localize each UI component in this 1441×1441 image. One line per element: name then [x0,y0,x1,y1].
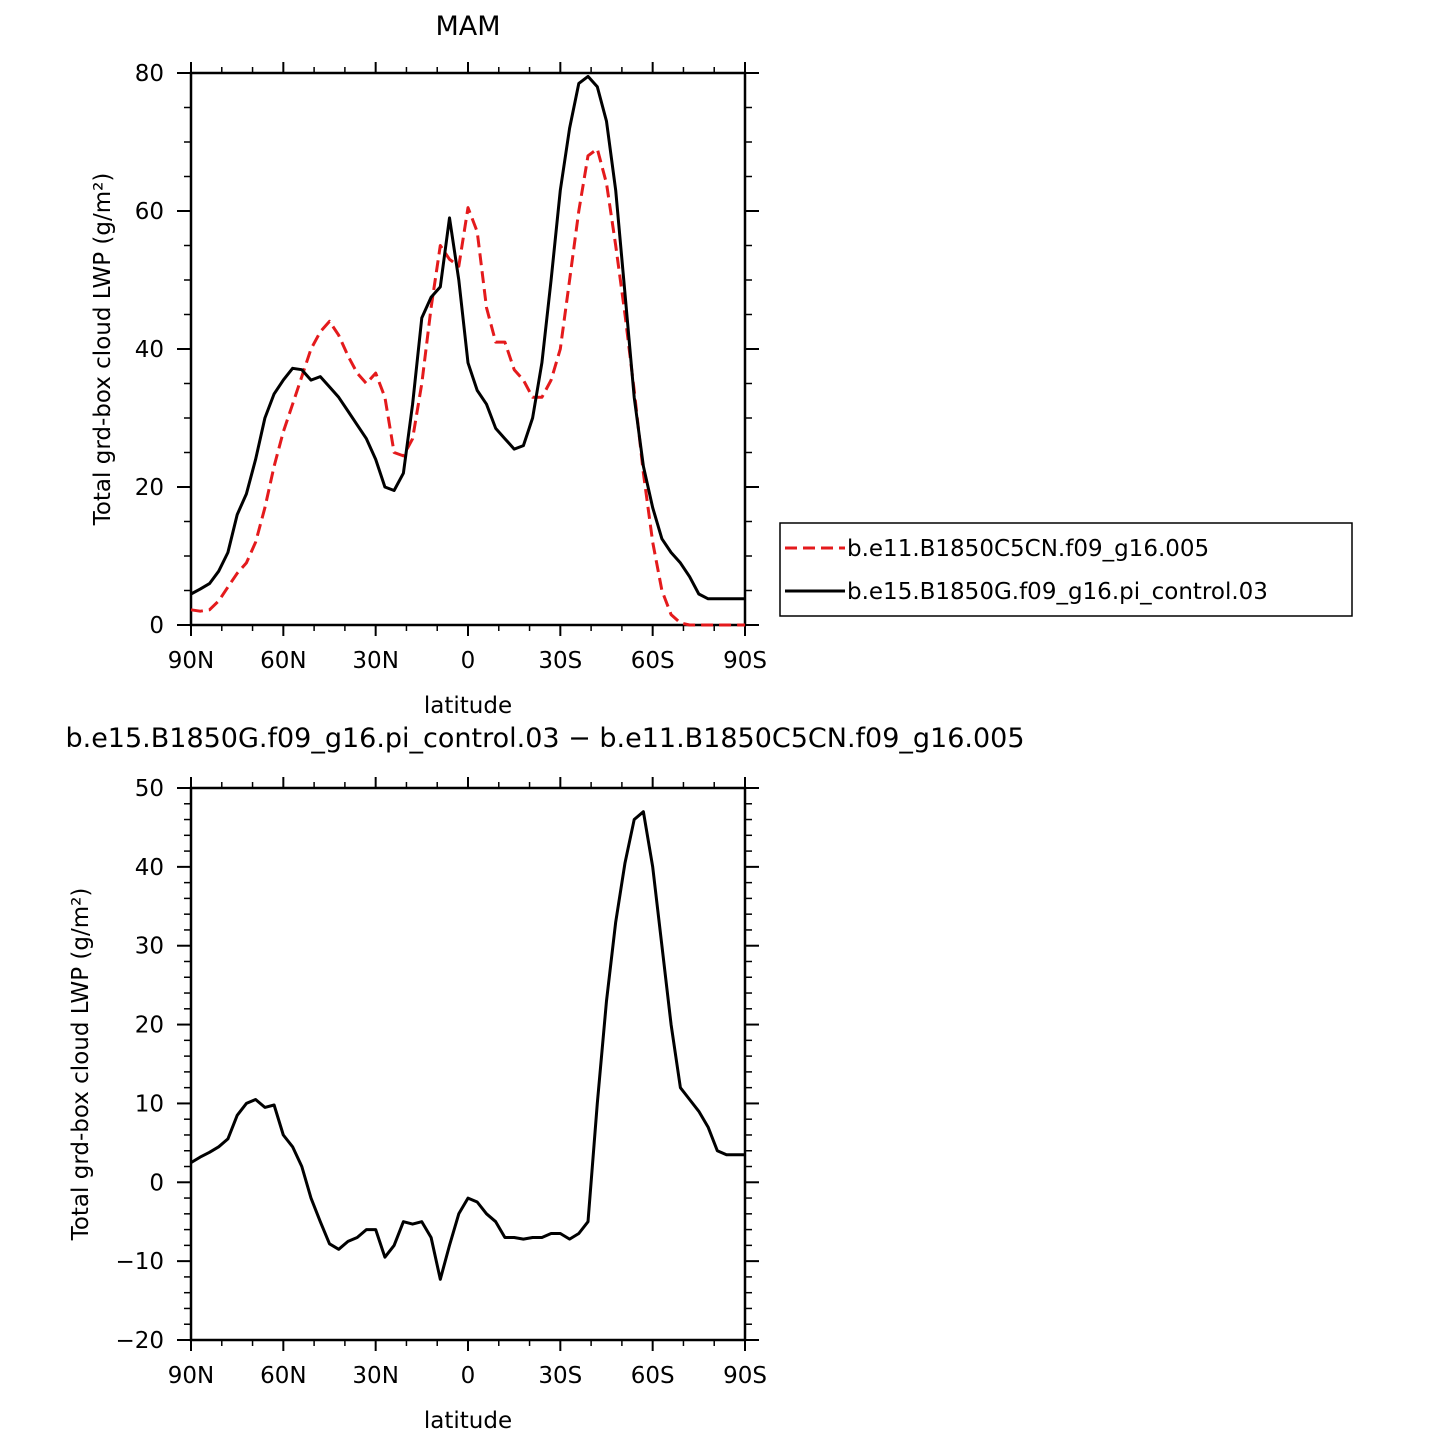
x-tick-label: 30S [538,648,582,674]
chart-panel-top: MAM 90N 60N 30N 0 30S 60S 90S 0 20 40 60 80 latitud… [90,11,767,719]
panel-title-bottom: b.e15.B1850G.f09_g16.pi_control.03 − b.e… [65,723,1024,754]
y-tick-label: 80 [135,61,164,87]
legend-label-series-1: b.e11.B1850C5CN.f09_g16.005 [847,536,1209,562]
y-tick-label: 0 [149,613,164,639]
y-tick-label: 20 [135,1013,164,1039]
x-axis-label-top: latitude [424,693,512,719]
series-line-1 [190,810,745,1281]
x-tick-label: 60S [631,1363,675,1389]
y-tick-label: 60 [135,199,164,225]
series-line-1 [190,147,745,627]
legend-label-series-2: b.e15.B1850G.f09_g16.pi_control.03 [847,579,1268,605]
y-axis-label-top: Total grd-box cloud LWP (g/m²) [90,173,116,527]
y-tick-label: 40 [135,337,164,363]
x-tick-label: 90S [723,1363,767,1389]
y-tick-label: 10 [135,1091,164,1117]
y-tick-label: 20 [135,475,164,501]
series-line-2 [190,74,745,601]
x-tick-label: 30N [352,648,398,674]
x-tick-label: 30S [538,1363,582,1389]
x-tick-label: 30N [352,1363,398,1389]
y-tick-label: 40 [135,855,164,881]
y-tick-label: −20 [115,1328,164,1354]
y-tick-label: 50 [135,776,164,802]
legend-box [779,522,1353,617]
x-tick-label: 90N [168,1363,214,1389]
x-tick-label: 90N [168,648,214,674]
x-tick-label: 0 [461,1363,476,1389]
legend: b.e11.B1850C5CN.f09_g16.005 b.e15.B1850G… [779,522,1353,617]
x-tick-label: 60S [631,648,675,674]
plot-frame [189,786,747,1342]
y-tick-label: 0 [149,1170,164,1196]
x-tick-label: 60N [260,1363,306,1389]
panel-title-top: MAM [435,11,500,42]
y-tick-label: 30 [135,934,164,960]
chart-panel-bottom: b.e15.B1850G.f09_g16.pi_control.03 − b.e… [65,723,1024,1434]
x-axis-label-bottom: latitude [424,1408,512,1434]
y-tick-label: −10 [115,1249,164,1275]
x-tick-label: 60N [260,648,306,674]
y-axis-label-bottom: Total grd-box cloud LWP (g/m²) [68,888,94,1242]
x-tick-label: 90S [723,648,767,674]
plot-frame [189,71,747,627]
x-tick-label: 0 [461,648,476,674]
